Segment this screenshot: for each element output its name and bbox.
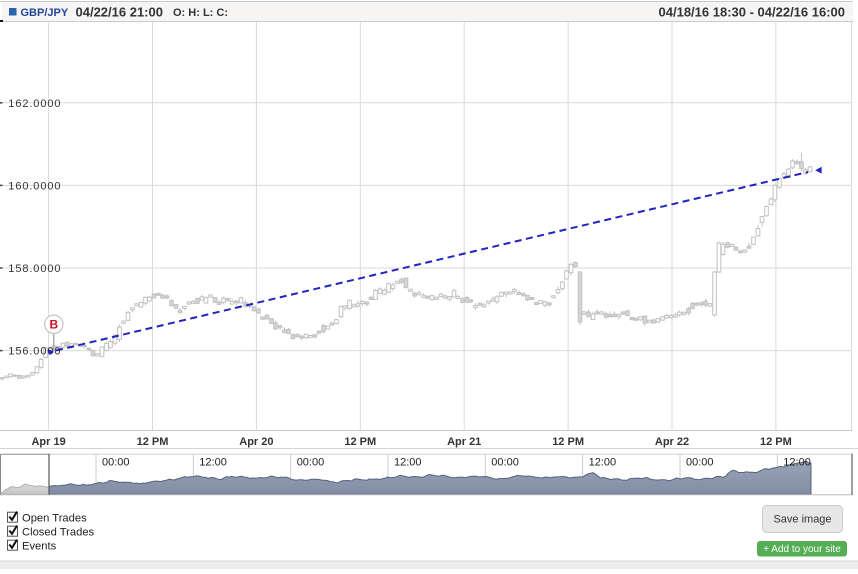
- svg-text:Open Trades: Open Trades: [22, 513, 87, 525]
- svg-text:04/18/16 18:30 - 04/22/16 16:0: 04/18/16 18:30 - 04/22/16 16:00: [659, 4, 845, 19]
- svg-text:162.0000: 162.0000: [8, 98, 61, 110]
- svg-text:O: H: L: C:: O: H: L: C:: [173, 7, 228, 19]
- svg-text:158.0000: 158.0000: [8, 263, 61, 275]
- svg-text:12 PM: 12 PM: [760, 436, 792, 448]
- svg-text:12 PM: 12 PM: [344, 436, 376, 448]
- svg-text:12 PM: 12 PM: [552, 436, 584, 448]
- svg-text:Closed Trades: Closed Trades: [22, 527, 95, 539]
- svg-text:B: B: [49, 318, 58, 332]
- svg-text:156.0000: 156.0000: [8, 346, 61, 358]
- svg-text:+ Add to your site: + Add to your site: [763, 544, 841, 555]
- svg-text:Apr 20: Apr 20: [239, 436, 273, 448]
- svg-text:12:00: 12:00: [394, 457, 422, 469]
- svg-text:GBP/JPY: GBP/JPY: [21, 7, 69, 19]
- svg-text:12:00: 12:00: [199, 457, 227, 469]
- svg-text:Apr 19: Apr 19: [31, 436, 65, 448]
- svg-text:00:00: 00:00: [686, 457, 714, 469]
- svg-text:04/22/16 21:00: 04/22/16 21:00: [76, 4, 163, 19]
- svg-text:12 PM: 12 PM: [137, 436, 169, 448]
- svg-text:Apr 22: Apr 22: [655, 436, 689, 448]
- svg-text:160.0000: 160.0000: [8, 180, 61, 192]
- svg-text:00:00: 00:00: [102, 457, 130, 469]
- svg-text:12:00: 12:00: [589, 457, 617, 469]
- svg-text:00:00: 00:00: [297, 457, 325, 469]
- svg-text:Save image: Save image: [773, 514, 831, 526]
- svg-text:00:00: 00:00: [491, 457, 519, 469]
- svg-text:Events: Events: [22, 541, 57, 553]
- svg-text:12:00: 12:00: [783, 457, 811, 469]
- svg-text:Apr 21: Apr 21: [447, 436, 481, 448]
